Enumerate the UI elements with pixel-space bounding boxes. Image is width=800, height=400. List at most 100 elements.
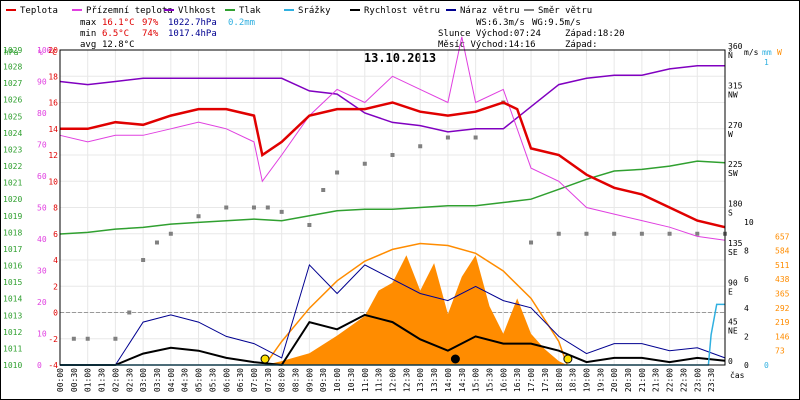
dir-tick-name: SE <box>728 248 738 257</box>
x-tick: 19:00 <box>582 368 591 392</box>
legend-label: Směr větru <box>538 6 592 16</box>
sun-moon-marker <box>260 354 270 364</box>
dir-tick-name: W <box>728 130 733 139</box>
pct-tick: 80 <box>37 109 47 118</box>
ms-tick: 0 <box>744 361 749 370</box>
dir-tick: 135 <box>728 239 743 248</box>
hpa-tick: 1020 <box>3 195 22 204</box>
legend-label: Vlhkost <box>178 6 216 16</box>
stat-value: 97% <box>142 18 159 28</box>
x-tick: 07:00 <box>250 368 259 392</box>
w-tick: 657 <box>775 232 790 241</box>
stat-value: 1017.4hPa <box>168 29 217 39</box>
hpa-tick: 1025 <box>3 112 22 121</box>
dir-tick: 270 <box>728 121 743 130</box>
pct-tick: 100 <box>37 46 52 55</box>
wind-dir-point <box>168 231 173 236</box>
w-tick: 365 <box>775 290 790 299</box>
stat-sun-moon: Slunce Východ:07:24 <box>438 29 541 39</box>
w-tick: 73 <box>775 347 785 356</box>
x-tick: 11:30 <box>375 368 384 392</box>
ms-unit: m/s <box>744 48 759 57</box>
x-tick: 05:30 <box>208 368 217 392</box>
dir-tick: 360 <box>728 42 743 51</box>
ms-tick: 8 <box>744 247 749 256</box>
x-axis-label: čas <box>730 370 745 380</box>
x-tick: 04:00 <box>167 368 176 392</box>
hpa-tick: 1018 <box>3 228 22 237</box>
x-tick: 09:30 <box>319 368 328 392</box>
ground-temp-line <box>59 36 726 241</box>
x-tick: 03:00 <box>139 368 148 392</box>
legend-label: Teplota <box>20 6 58 16</box>
w-unit: W <box>777 48 782 57</box>
stat-value: min <box>80 29 96 39</box>
wind-dir-point <box>584 231 589 236</box>
x-tick: 09:00 <box>305 368 314 392</box>
hpa-tick: 1024 <box>3 129 22 138</box>
stat-value: 12.8°C <box>102 40 135 50</box>
w-tick: 438 <box>775 275 790 284</box>
stat-sun-moon: Západ:18:20 <box>565 29 625 39</box>
wind-dir-point <box>141 258 146 262</box>
w-tick: 511 <box>775 261 790 270</box>
dir-tick-name: N <box>728 51 733 60</box>
x-tick: 06:30 <box>236 368 245 392</box>
x-tick: 14:00 <box>444 368 453 392</box>
c-tick: 2 <box>53 282 58 291</box>
stat-sun-moon: WG:9.5m/s <box>532 18 581 28</box>
pct-tick: 10 <box>37 330 47 339</box>
c-tick: 8 <box>53 204 58 213</box>
c-tick: 0 <box>53 309 58 318</box>
x-tick: 16:30 <box>513 368 522 392</box>
stat-sun-moon: WS:6.3m/s <box>476 18 525 28</box>
hpa-tick: 1016 <box>3 262 22 271</box>
deg-unit: ° <box>728 48 733 57</box>
c-tick: 14 <box>48 125 58 134</box>
x-tick: 13:00 <box>416 368 425 392</box>
pct-tick: 30 <box>37 267 47 276</box>
mm-tick: 1 <box>764 58 769 67</box>
hpa-tick: 1011 <box>3 344 22 353</box>
w-tick: 146 <box>775 332 790 341</box>
x-tick: 08:00 <box>278 368 287 392</box>
c-tick: 16 <box>48 99 58 108</box>
x-tick: 00:30 <box>70 368 79 392</box>
pct-unit: % <box>38 48 43 57</box>
x-tick: 11:00 <box>361 368 370 392</box>
x-tick: 12:00 <box>389 368 398 392</box>
hpa-tick: 1027 <box>3 79 22 88</box>
ms-tick: 2 <box>744 332 749 341</box>
c-unit: °C <box>47 48 57 57</box>
hpa-tick: 1019 <box>3 212 22 221</box>
stat-sun-moon: Západ: <box>565 40 598 50</box>
x-tick: 04:30 <box>181 368 190 392</box>
stat-value: 0.2mm <box>228 18 255 28</box>
hpa-tick: 1017 <box>3 245 22 254</box>
hpa-tick: 1026 <box>3 96 22 105</box>
x-tick: 01:30 <box>98 368 107 392</box>
pct-tick: 0 <box>37 361 42 370</box>
x-tick: 08:30 <box>292 368 301 392</box>
x-tick: 17:30 <box>541 368 550 392</box>
wind-dir-point <box>85 336 90 341</box>
temperature-line <box>60 101 726 229</box>
wind-dir-point <box>695 231 700 236</box>
wind-dir-point <box>667 231 672 236</box>
x-tick: 06:00 <box>222 368 231 392</box>
x-tick: 18:00 <box>555 368 564 392</box>
solar-max-line <box>264 242 568 366</box>
x-tick: 16:00 <box>499 368 508 392</box>
hpa-tick: 1023 <box>3 145 22 154</box>
x-tick: 17:00 <box>527 368 536 392</box>
mm-tick: 0 <box>764 361 769 370</box>
dir-tick-name: NW <box>728 90 738 99</box>
c-tick: -2 <box>48 335 58 344</box>
wind-dir-point <box>362 161 367 166</box>
humidity-line <box>59 65 725 133</box>
legend-label: Náraz větru <box>460 6 520 16</box>
stat-value: 6.5°C <box>102 29 129 39</box>
hpa-tick: 1022 <box>3 162 22 171</box>
w-tick: 584 <box>775 247 790 256</box>
pct-tick: 40 <box>37 235 47 244</box>
